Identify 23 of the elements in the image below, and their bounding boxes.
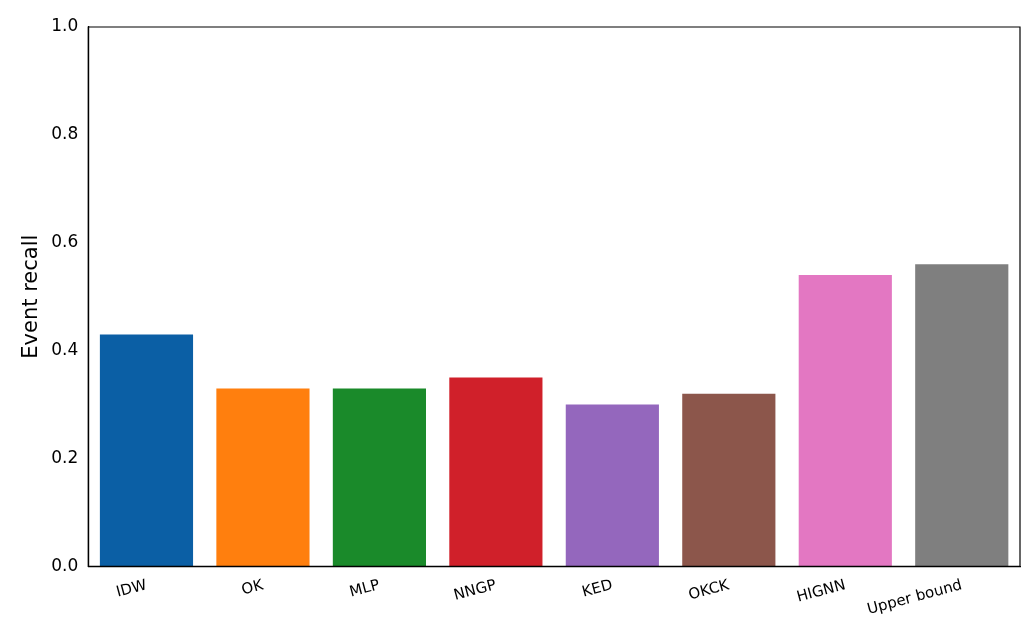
bar	[565, 404, 659, 567]
bar	[798, 275, 892, 567]
y-axis-title: Event recall	[18, 234, 43, 359]
bar	[99, 334, 194, 567]
bar	[915, 264, 1009, 567]
y-tick-label: 1.0	[51, 15, 79, 36]
x-tick-label: HIGNN	[794, 575, 848, 606]
x-tick-label: OK	[239, 575, 267, 599]
y-tick-label: 0.2	[51, 446, 79, 467]
x-tick-label: Upper bound	[865, 575, 964, 618]
y-tick-label: 0.6	[51, 231, 79, 252]
x-tick-label: MLP	[347, 575, 382, 601]
bar	[449, 377, 543, 567]
x-tick-label: IDW	[114, 575, 149, 601]
y-tick-label: 0.4	[51, 339, 79, 360]
x-tick-label: OKCK	[686, 575, 732, 604]
x-tick-label: KED	[579, 575, 615, 601]
x-tick-label: NNGP	[451, 575, 498, 604]
bar	[216, 388, 310, 567]
bar	[682, 393, 776, 567]
y-tick-label: 0.0	[51, 554, 79, 575]
bar	[332, 388, 426, 567]
y-tick-label: 0.8	[51, 123, 79, 144]
